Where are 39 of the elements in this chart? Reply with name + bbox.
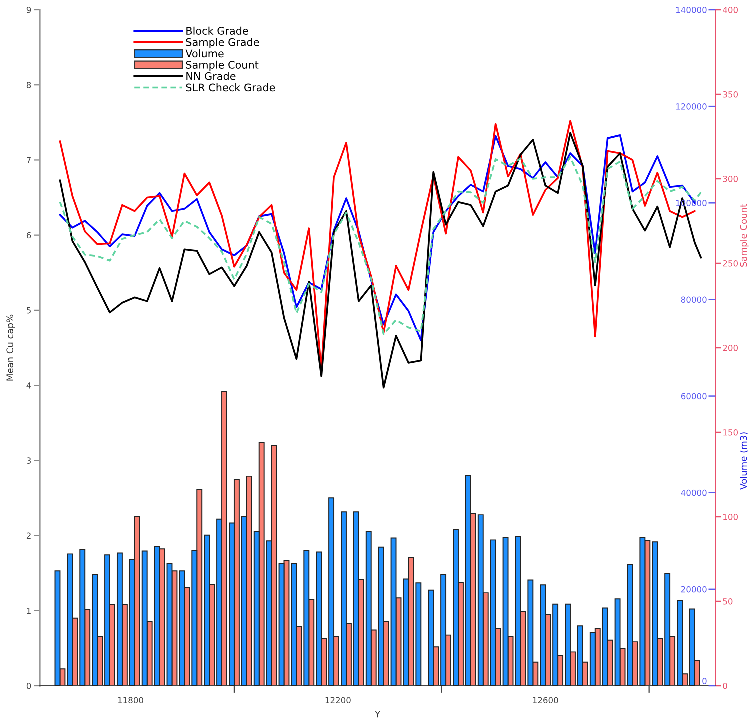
y3-tick-label: 150 — [724, 429, 738, 436]
y3-tick-label: 300 — [723, 176, 738, 182]
x-axis-title: Y — [375, 711, 381, 718]
y3-tick-label: 200 — [723, 344, 738, 352]
y-tick-label: 0 — [26, 682, 32, 690]
y2-tick-label: 0 — [702, 678, 707, 684]
y2-tick-label: 40000 — [681, 490, 707, 496]
y-tick-label: 6 — [26, 232, 32, 239]
y2-tick-label: 140000 — [676, 6, 707, 14]
y-tick-label: 9 — [26, 6, 32, 14]
y-tick-label: 2 — [26, 532, 31, 539]
y3-tick-label: 250 — [723, 260, 738, 267]
y3-tick-label: 350 — [723, 91, 738, 98]
legend-label: Sample Grade — [186, 38, 260, 48]
y2-axis-title: Volume (m3) — [740, 432, 748, 490]
legend-label: Block Grade — [186, 26, 248, 35]
legend-label: Volume — [186, 50, 224, 58]
legend-label: Sample Count — [186, 60, 259, 71]
y3-tick-label: 0 — [723, 682, 728, 690]
y3-axis-title: Sample Count — [740, 204, 749, 267]
y2-tick-label: 60000 — [681, 393, 707, 400]
y-tick-label: 7 — [27, 157, 31, 164]
y-tick-label: 4 — [26, 382, 32, 389]
legend-label: NN Grade — [186, 72, 236, 80]
x-tick-label: 11800 — [118, 697, 144, 704]
y2-tick-label: 120000 — [676, 104, 707, 110]
legend-label: SLR Check Grade — [186, 84, 276, 92]
y2-tick-label: 80000 — [681, 296, 707, 303]
y-tick-label: 3 — [27, 458, 31, 464]
y3-tick-label: 100 — [724, 514, 738, 520]
y-tick-label: 1 — [27, 608, 31, 614]
y-tick-label: 5 — [27, 308, 31, 314]
y3-tick-label: 50 — [723, 598, 733, 605]
y2-tick-label: 20000 — [681, 586, 707, 593]
y-tick-label: 8 — [26, 82, 32, 88]
y-axis-title: Mean Cu cap% — [6, 314, 16, 381]
x-tick-label: 12200 — [326, 697, 351, 704]
y3-tick-label: 400 — [723, 6, 738, 14]
x-tick-label: 12600 — [533, 697, 558, 704]
